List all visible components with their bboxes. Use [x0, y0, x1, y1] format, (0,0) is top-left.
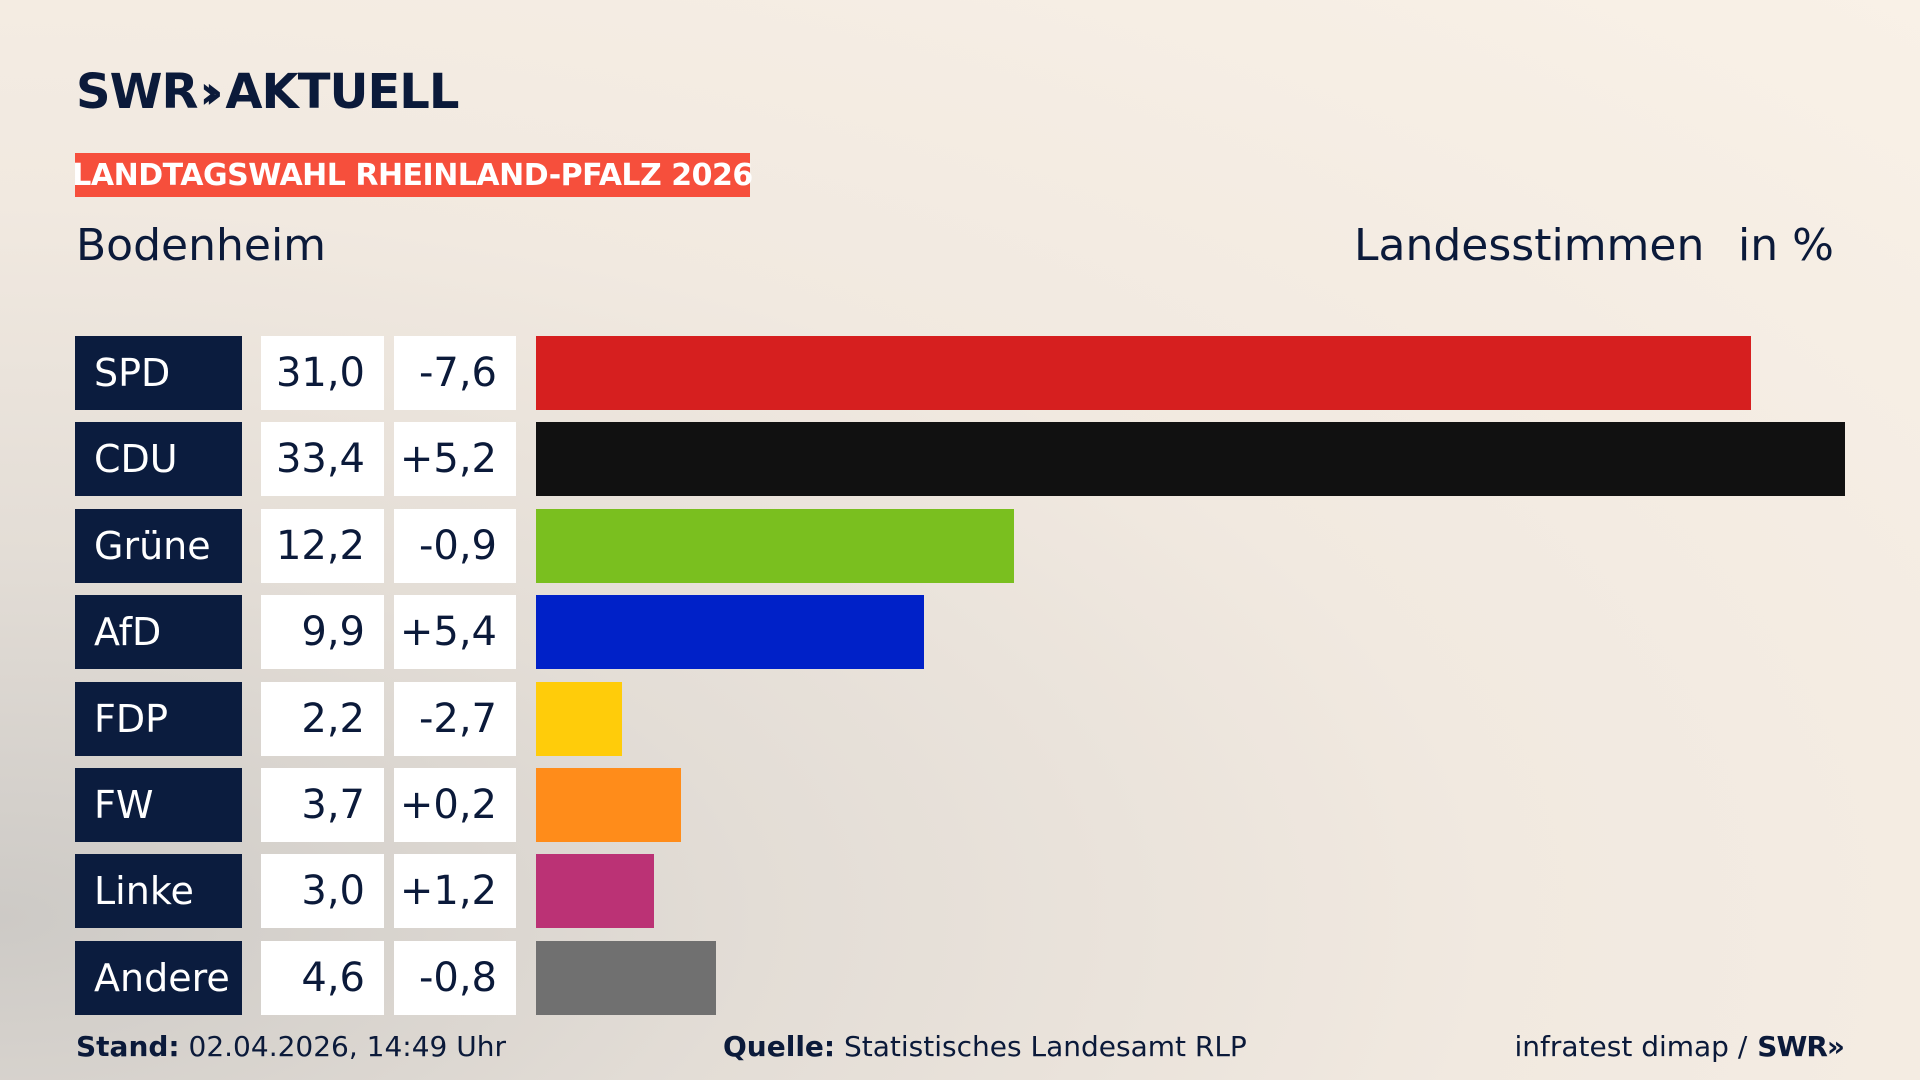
credit-swr-logo: SWR»: [1757, 1030, 1845, 1063]
election-badge: LANDTAGSWAHL RHEINLAND-PFALZ 2026: [72, 153, 753, 197]
logo-chevron-icon: ››: [199, 65, 223, 119]
results-chart: SPD 31,0 -7,6 CDU 33,4 +5,2 Grüne 12,2 -0,9 AfD 9,…: [75, 336, 1845, 1016]
vote-share-label: 12,2: [261, 508, 384, 583]
vote-share-bar: [536, 854, 654, 929]
party-label: Linke: [75, 854, 242, 929]
vote-share-bar: [536, 508, 1015, 583]
stand-value: 02.04.2026, 14:49 Uhr: [188, 1030, 506, 1063]
source-label: Quelle:: [723, 1030, 836, 1063]
result-row: Grüne 12,2 -0,9: [75, 508, 1845, 583]
vote-share-label: 3,0: [261, 854, 384, 929]
change-label: -0,9: [394, 508, 516, 583]
vote-share-bar: [536, 422, 1845, 497]
change-label: -7,6: [394, 336, 516, 410]
party-label: FDP: [75, 681, 242, 756]
footer-credit: infratest dimap / SWR»: [1514, 1030, 1845, 1063]
source-value: Statistisches Landesamt RLP: [844, 1030, 1247, 1063]
party-label: SPD: [75, 336, 242, 410]
vote-share-bar: [536, 681, 623, 756]
change-label: +5,2: [394, 422, 516, 497]
result-row: Andere 4,6 -0,8: [75, 940, 1845, 1015]
result-row: Linke 3,0 +1,2: [75, 854, 1845, 929]
result-row: AfD 9,9 +5,4: [75, 595, 1845, 670]
result-row: FDP 2,2 -2,7: [75, 681, 1845, 756]
result-row: CDU 33,4 +5,2: [75, 422, 1845, 497]
vote-share-bar: [536, 336, 1751, 410]
vote-share-label: 3,7: [261, 768, 384, 842]
party-label: Andere: [75, 940, 242, 1015]
party-label: FW: [75, 768, 242, 842]
vote-share-label: 9,9: [261, 595, 384, 670]
vote-share-label: 33,4: [261, 422, 384, 497]
logo-swr: SWR: [76, 64, 198, 120]
vote-share-label: 4,6: [261, 940, 384, 1015]
result-row: SPD 31,0 -7,6: [75, 336, 1845, 410]
party-label: AfD: [75, 595, 242, 670]
change-label: -2,7: [394, 681, 516, 756]
change-label: +1,2: [394, 854, 516, 929]
party-label: Grüne: [75, 508, 242, 583]
location-title: Bodenheim: [76, 220, 327, 271]
change-label: +5,4: [394, 595, 516, 670]
vote-share-bar: [536, 768, 681, 842]
vote-share-label: 31,0: [261, 336, 384, 410]
stand-label: Stand:: [76, 1030, 180, 1063]
change-label: -0,8: [394, 940, 516, 1015]
result-row: FW 3,7 +0,2: [75, 768, 1845, 842]
logo-aktuell: AKTUELL: [225, 64, 459, 120]
unit-label: in %: [1738, 220, 1834, 271]
change-label: +0,2: [394, 768, 516, 842]
vote-share-label: 2,2: [261, 681, 384, 756]
footer-stand: Stand: 02.04.2026, 14:49 Uhr: [76, 1030, 506, 1063]
metric-label: Landesstimmen: [1354, 220, 1705, 271]
party-label: CDU: [75, 422, 242, 497]
vote-share-bar: [536, 940, 717, 1015]
vote-share-bar: [536, 595, 924, 670]
swr-aktuell-logo: SWR ›› AKTUELL: [76, 62, 459, 122]
footer-source: Quelle: Statistisches Landesamt RLP: [723, 1030, 1247, 1063]
credit-text: infratest dimap /: [1514, 1030, 1748, 1063]
